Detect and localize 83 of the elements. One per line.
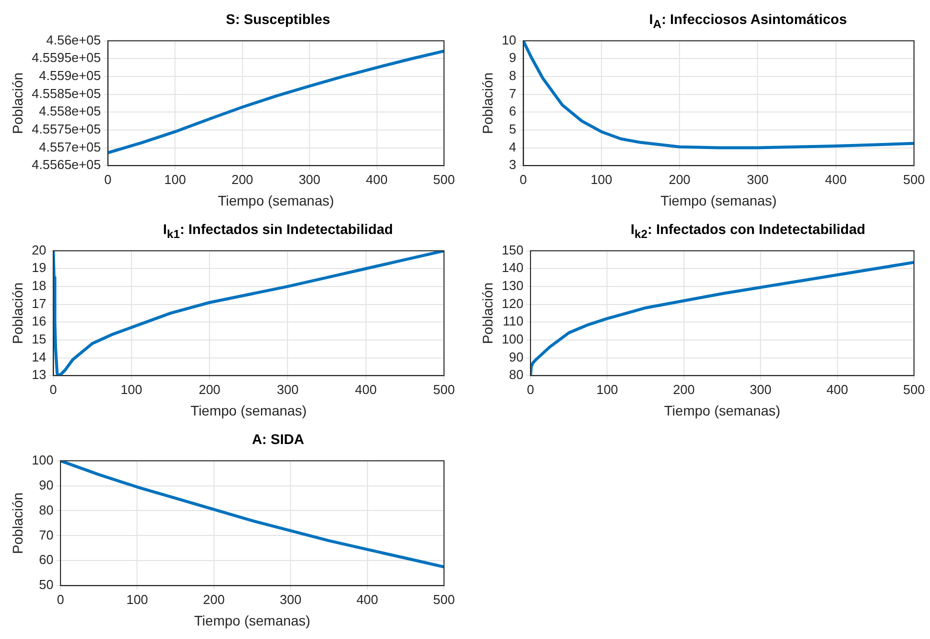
- x-tick-label: 500: [903, 382, 925, 397]
- x-tick-label: 300: [276, 382, 299, 397]
- x-tick-label: 0: [50, 382, 57, 397]
- y-axis-title: Población: [479, 72, 496, 134]
- y-tick-label: 4: [509, 139, 516, 154]
- y-tick-label: 60: [39, 552, 54, 568]
- x-axis-title: Tiempo (semanas): [190, 402, 307, 418]
- y-tick-label: 150: [502, 242, 524, 258]
- x-tick-label: 400: [825, 172, 847, 187]
- y-tick-label: 90: [509, 349, 524, 364]
- y-tick-label: 17: [32, 296, 46, 311]
- y-tick-label: 140: [502, 260, 524, 276]
- y-tick-label: 8: [509, 68, 516, 84]
- y-tick-label: 100: [32, 452, 54, 468]
- y-tick-label: 80: [39, 502, 54, 518]
- x-tick-label: 300: [750, 382, 772, 397]
- x-tick-label: 300: [298, 172, 320, 187]
- x-tick-label: 100: [596, 382, 618, 397]
- x-tick-label: 500: [433, 382, 455, 397]
- x-tick-label: 300: [746, 172, 769, 187]
- x-tick-label: 400: [366, 172, 388, 187]
- chart-title: I$_{k1}$: Infectados sin Indetectabilidad: [162, 220, 394, 241]
- x-tick-label: 500: [433, 592, 455, 607]
- y-tick-label: 4.557e+05: [39, 139, 101, 154]
- y-tick-label: 4.5595e+05: [32, 50, 101, 66]
- chart-title: I$_{k2}$: Infectados con Indetectabilidad: [630, 220, 866, 241]
- x-tick-label: 200: [198, 382, 220, 397]
- y-tick-label: 16: [32, 314, 46, 329]
- y-tick-label: 19: [32, 260, 46, 276]
- chart-title: S: Susceptibles: [224, 10, 332, 29]
- y-tick-label: 4.559e+05: [39, 68, 101, 84]
- y-tick-label: 90: [39, 477, 54, 492]
- x-tick-label: 100: [120, 382, 142, 397]
- y-tick-label: 120: [502, 296, 524, 311]
- x-axis-title: Tiempo (semanas): [194, 612, 310, 628]
- y-tick-label: 3: [509, 157, 516, 172]
- x-tick-label: 500: [433, 172, 455, 187]
- y-tick-label: 20: [32, 242, 46, 258]
- chart-title: A: SIDA: [250, 430, 306, 449]
- y-axis-title: Población: [9, 282, 26, 344]
- x-axis-title: Tiempo (semanas): [218, 192, 334, 208]
- y-tick-label: 9: [509, 50, 516, 66]
- y-tick-label: 7: [509, 86, 516, 101]
- x-tick-label: 100: [590, 172, 612, 187]
- y-tick-label: 70: [39, 527, 54, 542]
- x-tick-label: 100: [126, 592, 148, 607]
- x-axis-title: Tiempo (semanas): [660, 192, 777, 208]
- y-tick-label: 15: [32, 332, 46, 347]
- x-tick-label: 0: [520, 172, 527, 187]
- y-tick-label: 130: [502, 278, 524, 294]
- y-tick-label: 80: [509, 367, 524, 382]
- y-tick-label: 50: [39, 577, 54, 592]
- x-tick-label: 200: [668, 172, 690, 187]
- x-tick-label: 400: [356, 592, 378, 607]
- x-tick-label: 500: [903, 172, 925, 187]
- y-tick-label: 4.56e+05: [46, 32, 101, 48]
- y-tick-label: 5: [509, 122, 516, 137]
- x-tick-label: 200: [231, 172, 254, 187]
- x-tick-label: 400: [826, 382, 848, 397]
- y-tick-label: 100: [502, 332, 524, 347]
- x-tick-label: 200: [203, 592, 225, 607]
- y-tick-label: 4.5565e+05: [32, 157, 101, 172]
- y-tick-label: 14: [32, 349, 46, 364]
- y-tick-label: 18: [32, 278, 46, 294]
- y-tick-label: 4.5585e+05: [32, 86, 101, 101]
- y-axis-title: Población: [9, 492, 26, 554]
- x-tick-label: 200: [673, 382, 695, 397]
- x-tick-label: 300: [280, 592, 302, 607]
- y-tick-label: 10: [502, 32, 516, 48]
- y-tick-label: 4.558e+05: [39, 104, 101, 119]
- y-axis-title: Población: [9, 72, 26, 134]
- y-tick-label: 4.5575e+05: [32, 122, 101, 137]
- x-tick-label: 0: [56, 592, 64, 607]
- x-tick-label: 100: [164, 172, 186, 187]
- y-tick-label: 6: [509, 104, 516, 119]
- x-axis-title: Tiempo (semanas): [664, 402, 780, 418]
- x-tick-label: 0: [104, 172, 112, 187]
- x-tick-label: 400: [355, 382, 377, 397]
- x-tick-label: 0: [526, 382, 534, 397]
- y-tick-label: 110: [502, 314, 524, 329]
- y-axis-title: Población: [479, 282, 496, 344]
- y-tick-label: 13: [32, 367, 46, 382]
- chart-title: I$_{A}$: Infecciosos Asintomáticos: [648, 10, 848, 31]
